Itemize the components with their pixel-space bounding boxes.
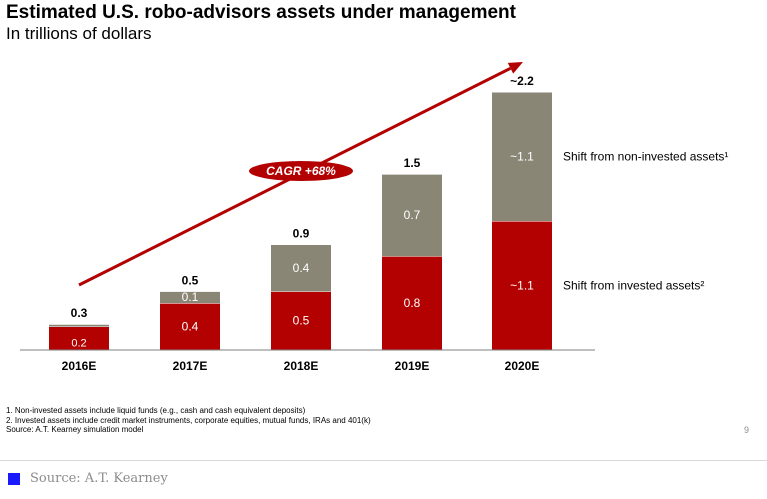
segment-value-label: 0.1 bbox=[182, 290, 199, 304]
footnote-source: Source: A.T. Kearney simulation model bbox=[6, 425, 144, 434]
segment-value-label: 0.2 bbox=[71, 337, 86, 349]
x-tick-label: 2019E bbox=[395, 359, 430, 373]
bar-total-label: 1.5 bbox=[404, 156, 421, 170]
legend-label-invested: Shift from invested assets² bbox=[563, 279, 704, 293]
cagr-badge bbox=[249, 161, 353, 181]
bar-total-label: 0.5 bbox=[182, 273, 199, 287]
footnote-invested: 2. Invested assets include credit market… bbox=[6, 415, 371, 425]
x-tick-label: 2018E bbox=[284, 359, 319, 373]
bar-segment-non-invested bbox=[382, 174, 442, 257]
legend-label-non-invested: Shift from non-invested assets¹ bbox=[563, 150, 728, 164]
segment-value-label: 0.0 bbox=[71, 314, 86, 326]
cagr-badge-label: CAGR +68% bbox=[266, 164, 336, 178]
page-number: 9 bbox=[744, 425, 750, 435]
segment-value-label: 0.8 bbox=[404, 296, 421, 310]
segment-value-label: 0.4 bbox=[293, 261, 310, 275]
x-tick-label: 2020E bbox=[505, 359, 540, 373]
source-square-icon bbox=[8, 472, 20, 485]
bar-segment-non-invested bbox=[49, 324, 109, 327]
segment-value-label: 0.4 bbox=[182, 320, 199, 334]
bar-total-label: ~2.2 bbox=[510, 74, 534, 88]
bar-segment-non-invested bbox=[160, 291, 220, 304]
bar-segment-invested bbox=[492, 221, 552, 350]
bar-total-label: 0.3 bbox=[71, 306, 88, 320]
footnotes: 1. Non-invested assets include liquid fu… bbox=[6, 406, 371, 435]
x-tick-label: 2016E bbox=[62, 359, 97, 373]
chart-title: Estimated U.S. robo-advisors assets unde… bbox=[6, 2, 516, 23]
x-tick-label: 2017E bbox=[173, 359, 208, 373]
bar-segment-invested bbox=[49, 326, 109, 350]
footnote-non-invested: 1. Non-invested assets include liquid fu… bbox=[6, 406, 306, 415]
bar-segment-non-invested bbox=[271, 244, 331, 292]
bar-segment-invested bbox=[382, 256, 442, 350]
segment-value-label: 0.7 bbox=[404, 208, 421, 222]
slide: Estimated U.S. robo-advisors assets unde… bbox=[0, 2, 767, 461]
source-caption: Source: A.T. Kearney bbox=[8, 471, 168, 486]
bar-segment-invested bbox=[160, 303, 220, 350]
source-text: Source: A.T. Kearney bbox=[30, 471, 168, 486]
chart-subtitle: In trillions of dollars bbox=[6, 24, 152, 43]
segment-value-label: 0.5 bbox=[293, 314, 310, 328]
segment-value-label: ~1.1 bbox=[510, 279, 534, 293]
bar-segment-invested bbox=[271, 291, 331, 350]
bar-segment-non-invested bbox=[492, 92, 552, 221]
bar-total-label: 0.9 bbox=[293, 226, 310, 240]
segment-value-label: ~1.1 bbox=[510, 150, 534, 164]
stacked-bar-chart: CAGR +68% 0.2 0.00.3 2016E 0.4 0.1 0.5 2017E 0.5… bbox=[20, 62, 728, 373]
cagr-arrow-head-icon bbox=[507, 62, 523, 74]
